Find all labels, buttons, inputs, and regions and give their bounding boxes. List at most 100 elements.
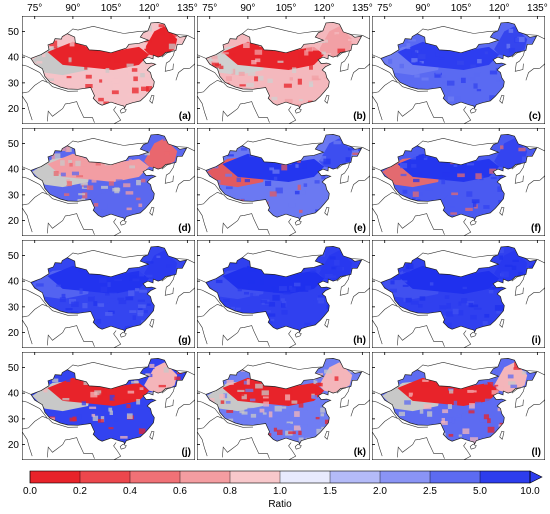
grid-cell	[441, 172, 450, 178]
grid-cell	[240, 215, 246, 219]
grid-cell	[489, 70, 498, 75]
grid-cell	[448, 362, 452, 368]
grid-cell	[315, 416, 320, 420]
grid-cell	[219, 107, 226, 109]
grid-cell	[496, 311, 503, 314]
grid-cell	[41, 215, 47, 220]
coastline	[339, 162, 350, 184]
grid-cell	[412, 395, 417, 398]
grid-cell	[305, 78, 310, 81]
grid-cell	[293, 44, 300, 48]
colorbar-tick-label: 1.0	[273, 486, 287, 497]
grid-cell	[253, 210, 261, 214]
grid-cell	[108, 51, 117, 58]
grid-cell	[64, 80, 71, 86]
coastline	[511, 163, 521, 170]
coastline	[336, 275, 346, 282]
grid-cell	[313, 155, 317, 159]
grid-cell	[469, 148, 478, 154]
grid-cell	[77, 254, 84, 259]
grid-cell	[302, 162, 307, 169]
grid-cell	[126, 413, 133, 420]
grid-cell	[209, 252, 217, 258]
grid-cell	[461, 298, 468, 304]
grid-cell	[414, 74, 420, 78]
grid-cell	[532, 81, 537, 84]
grid-cell	[335, 314, 343, 319]
grid-cell	[101, 189, 106, 194]
colorbar-label: Ratio	[268, 499, 292, 509]
longitude-tick-label: 135°	[177, 3, 198, 14]
grid-cell	[468, 410, 475, 414]
grid-cell	[386, 213, 392, 218]
grid-cell	[418, 303, 423, 308]
grid-cell	[108, 407, 113, 412]
grid-cell	[313, 396, 317, 399]
grid-cell	[100, 416, 105, 422]
coastline	[47, 101, 95, 123]
grid-cell	[213, 251, 220, 257]
grid-cell	[278, 269, 285, 272]
coastline	[175, 258, 196, 264]
longitude-tick-label: 105°	[101, 3, 122, 14]
coastline	[499, 318, 505, 328]
grid-cell	[307, 139, 315, 146]
grid-cell	[335, 411, 339, 417]
coastline	[525, 258, 546, 264]
grid-cell	[430, 360, 434, 366]
grid-cell	[466, 149, 472, 156]
grid-cell	[399, 28, 405, 31]
grid-cell	[175, 276, 183, 279]
grid-cell	[159, 404, 163, 409]
coastline	[350, 63, 371, 81]
grid-cell	[226, 410, 234, 413]
grid-cell	[287, 148, 294, 153]
grid-cell	[127, 390, 135, 394]
grid-cell	[266, 141, 274, 147]
coastline	[288, 106, 297, 125]
grid-cell	[240, 147, 248, 151]
grid-cell	[446, 80, 455, 86]
coastline	[339, 386, 350, 408]
grid-cell	[399, 163, 408, 169]
coastline	[164, 274, 175, 296]
grid-cell	[527, 435, 531, 439]
grid-cell	[125, 326, 129, 329]
grid-cell	[230, 314, 234, 321]
coastline	[164, 50, 175, 72]
grid-cell	[243, 42, 250, 49]
grid-cell	[221, 369, 229, 375]
coastline	[196, 191, 254, 206]
grid-cell	[445, 104, 450, 109]
grid-cell	[209, 214, 214, 217]
grid-cell	[402, 189, 408, 194]
grid-cell	[76, 414, 82, 420]
grid-cell	[487, 426, 495, 433]
grid-cell	[77, 313, 86, 317]
grid-cell	[391, 367, 397, 372]
grid-cell	[174, 99, 178, 105]
grid-cell	[230, 306, 235, 313]
colorbar-tick-label: 0.0	[23, 486, 37, 497]
grid-cell	[179, 52, 184, 58]
grid-cell	[468, 266, 472, 269]
grid-cell	[167, 427, 173, 431]
grid-cell	[74, 46, 79, 52]
grid-cell	[272, 294, 280, 301]
grid-cell	[298, 53, 304, 60]
coastline	[350, 399, 371, 417]
grid-cell	[131, 380, 139, 384]
grid-cell	[34, 437, 40, 441]
grid-cell	[79, 288, 83, 295]
grid-cell	[407, 29, 416, 34]
grid-cell	[223, 302, 229, 305]
coastline	[119, 443, 127, 450]
grid-cell	[394, 148, 398, 152]
grid-cell	[418, 54, 426, 60]
grid-cell	[270, 318, 275, 322]
coastline	[525, 34, 546, 40]
coastline	[196, 415, 254, 430]
grid-cell	[38, 38, 46, 42]
grid-cell	[496, 328, 504, 333]
grid-cell	[263, 401, 270, 407]
